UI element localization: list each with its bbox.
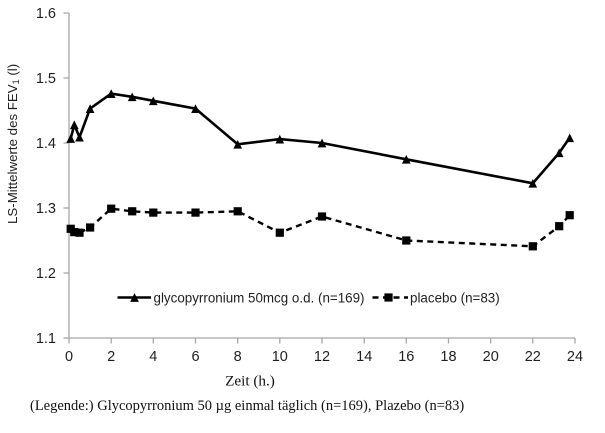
- svg-text:24: 24: [567, 349, 583, 365]
- svg-text:10: 10: [272, 349, 288, 365]
- svg-text:glycopyrronium 50mcg o.d. (n=1: glycopyrronium 50mcg o.d. (n=169): [154, 291, 365, 306]
- svg-text:6: 6: [191, 349, 199, 365]
- svg-text:4: 4: [149, 349, 157, 365]
- svg-text:1.2: 1.2: [36, 266, 56, 282]
- svg-text:(Legende:) Glycopyrronium 50 µ: (Legende:) Glycopyrronium 50 µg einmal t…: [30, 398, 464, 414]
- svg-text:placebo (n=83): placebo (n=83): [410, 291, 500, 306]
- svg-text:Zeit (h.): Zeit (h.): [225, 373, 275, 390]
- svg-text:1.5: 1.5: [36, 71, 56, 87]
- svg-text:18: 18: [440, 349, 456, 365]
- svg-text:12: 12: [314, 349, 330, 365]
- svg-text:8: 8: [234, 349, 242, 365]
- svg-text:16: 16: [398, 349, 414, 365]
- svg-text:1.1: 1.1: [36, 331, 56, 347]
- svg-text:22: 22: [525, 349, 541, 365]
- svg-text:20: 20: [483, 349, 499, 365]
- svg-text:0: 0: [65, 349, 73, 365]
- svg-text:LS-Mittelwerte des FEV1 (l): LS-Mittelwerte des FEV1 (l): [5, 64, 21, 224]
- svg-text:2: 2: [107, 349, 115, 365]
- svg-text:14: 14: [356, 349, 372, 365]
- svg-text:1.4: 1.4: [36, 136, 56, 152]
- svg-text:1.6: 1.6: [36, 6, 56, 22]
- svg-text:1.3: 1.3: [36, 201, 56, 217]
